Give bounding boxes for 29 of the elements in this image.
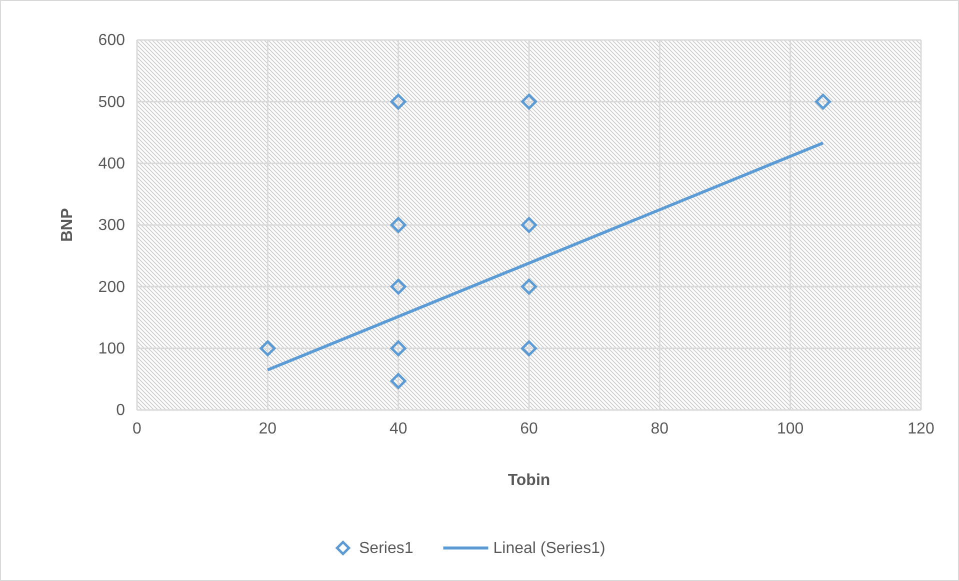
- point: [521, 217, 537, 233]
- x-tick-label: 60: [520, 420, 538, 438]
- x-tick-label: 100: [776, 420, 804, 438]
- y-tick-label: 300: [98, 217, 126, 234]
- point: [815, 94, 831, 110]
- x-axis-title: Tobin: [508, 472, 550, 489]
- legend-label: Series1: [359, 540, 414, 557]
- x-tick-label: 40: [389, 420, 408, 438]
- point: [390, 340, 406, 356]
- legend-label: Lineal (Series1): [493, 540, 606, 557]
- point: [521, 340, 537, 356]
- y-tick-label: 500: [98, 94, 126, 111]
- x-tick-label: 120: [908, 420, 934, 438]
- y-axis-title: BNP: [59, 208, 76, 242]
- point: [390, 217, 406, 233]
- point: [390, 373, 406, 389]
- y-tick-label: 100: [98, 340, 126, 358]
- y-tick-label: 600: [98, 32, 126, 50]
- y-tick-label: 400: [98, 155, 126, 172]
- point: [521, 278, 537, 295]
- point: [521, 94, 537, 110]
- point: [390, 278, 406, 295]
- x-tick-label: 0: [132, 420, 142, 438]
- y-tick-label: 0: [116, 402, 126, 420]
- point: [390, 94, 406, 110]
- y-tick-label: 200: [98, 278, 126, 296]
- x-tick-label: 20: [258, 420, 277, 438]
- x-tick-label: 80: [650, 420, 669, 438]
- point: [260, 340, 276, 356]
